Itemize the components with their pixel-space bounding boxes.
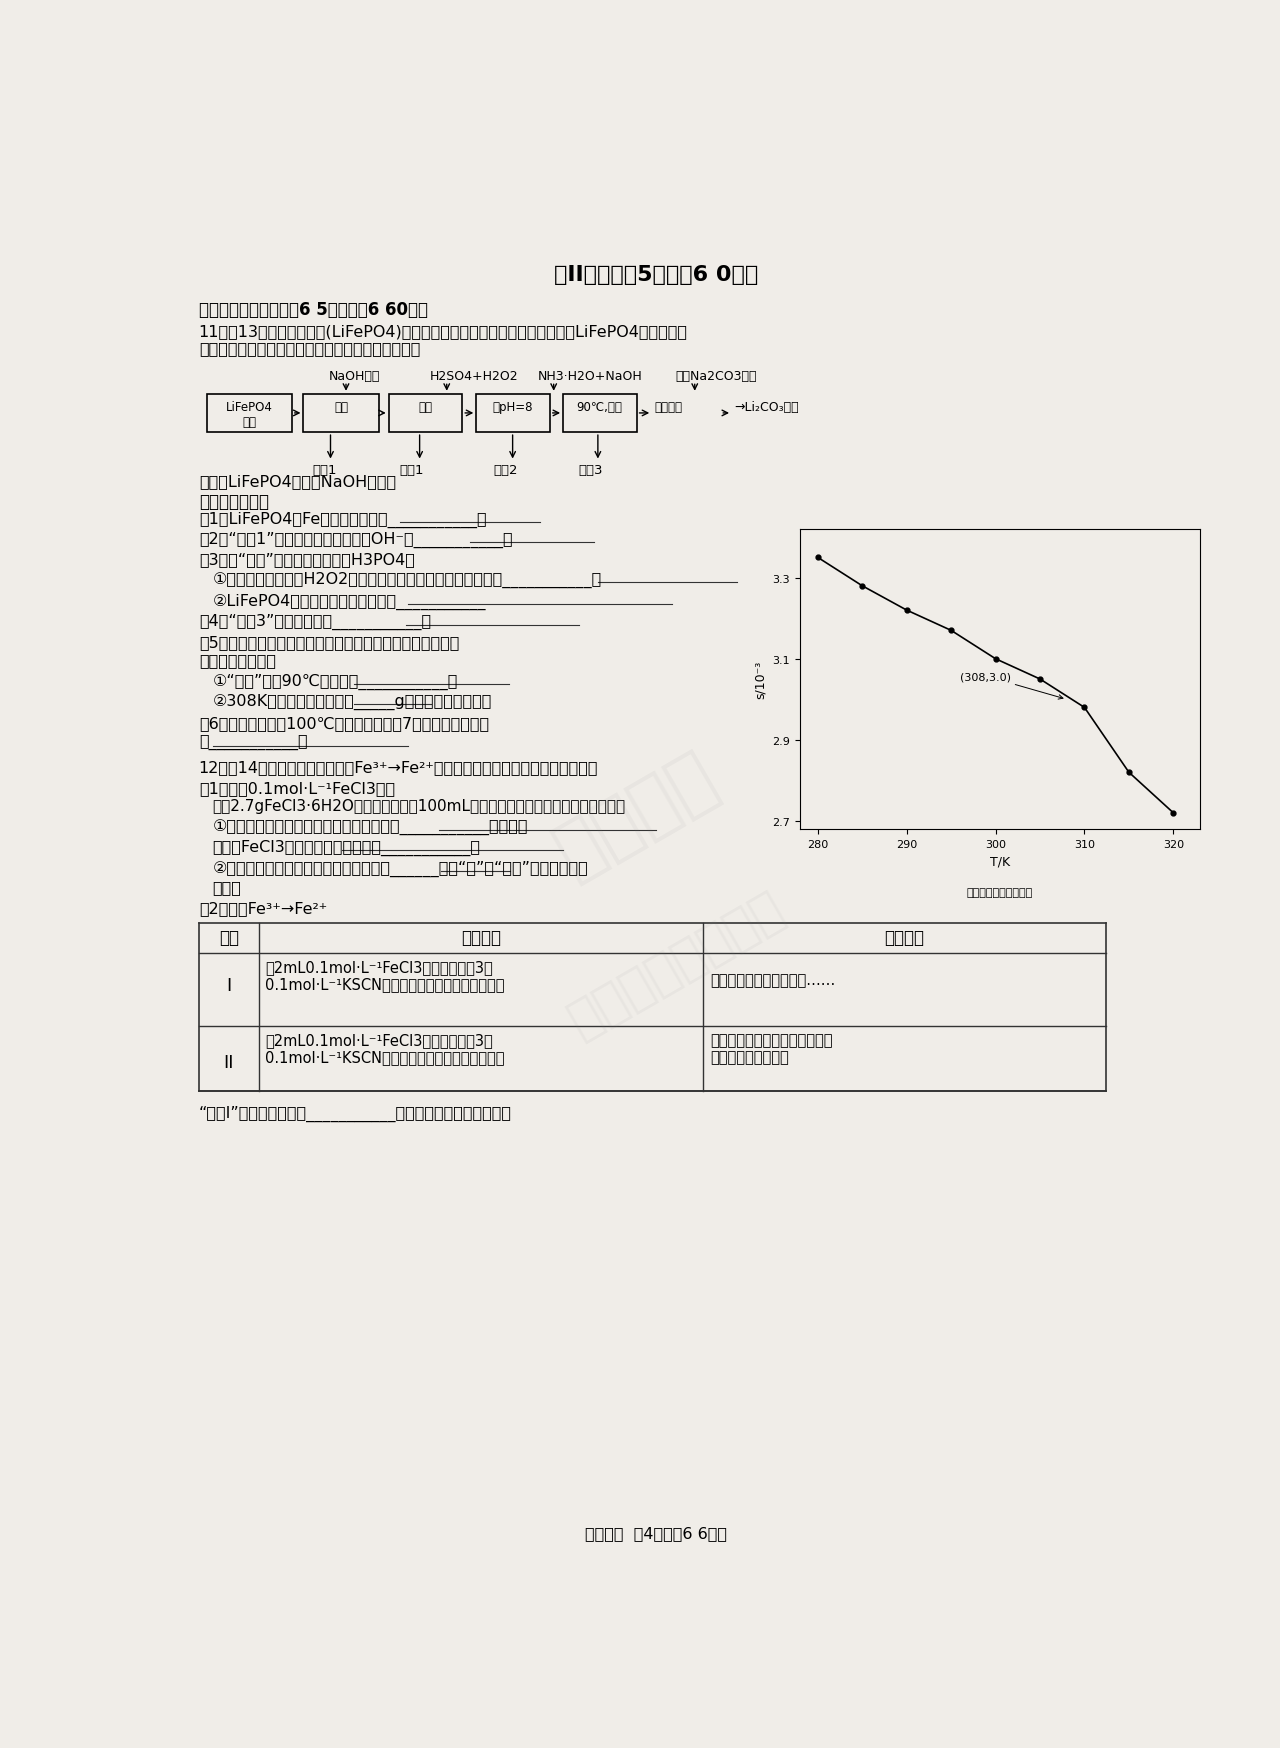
Text: 回答下列问题：: 回答下列问题： [198,493,269,510]
Text: 滤液1: 滤液1 [399,463,424,477]
Text: （1）配制0.1mol·L⁻¹FeCl3溶液: （1）配制0.1mol·L⁻¹FeCl3溶液 [198,781,394,795]
Text: 11．（13分）磷酸亚铁锂(LiFePO4)常用作为锂离子电池的正极材料，利用旧LiFePO4废料（还含: 11．（13分）磷酸亚铁锂(LiFePO4)常用作为锂离子电池的正极材料，利用旧… [198,323,687,339]
Text: 系列操作: 系列操作 [654,400,682,414]
Text: （3）在“酸浸”中，磷元素转化为H3PO4。: （3）在“酸浸”中，磷元素转化为H3PO4。 [198,552,415,566]
Text: 第II卷（包括5题，兲6 0分）: 第II卷（包括5题，兲6 0分） [554,266,758,285]
Text: 在2mL0.1mol·L⁻¹FeCl3溶液中，加入3滴: 在2mL0.1mol·L⁻¹FeCl3溶液中，加入3滴 [265,1033,493,1047]
Text: 溶液变为血红色，振荡后……: 溶液变为血红色，振荡后…… [710,972,836,988]
Text: 饱和Na2CO3溶液: 饱和Na2CO3溶液 [676,371,756,383]
Text: LiFePO4
废料: LiFePO4 废料 [225,400,273,428]
Text: 碱浸: 碱浸 [334,400,348,414]
Text: 滤液3: 滤液3 [579,463,603,477]
Text: 序号: 序号 [219,928,239,946]
Text: ②308K时，碳酸锂溶解度为_____g（列出数学计算式）: ②308K时，碳酸锂溶解度为_____g（列出数学计算式） [212,692,492,710]
Bar [476,395,550,434]
Text: 实验现象: 实验现象 [884,928,924,946]
Text: 高三化学最新试料: 高三化学最新试料 [559,883,792,1044]
Text: ②配制溶液时没有使用容量瓶，所得溶液______（填“能”或“不能”）满足本实验: ②配制溶液时没有使用容量瓶，所得溶液______（填“能”或“不能”）满足本实验 [212,860,589,876]
Text: 实验步骤: 实验步骤 [461,928,500,946]
Bar [563,395,636,434]
Text: 滤液1: 滤液1 [312,463,337,477]
Text: 要求。: 要求。 [212,879,242,895]
Text: →Li₂CO₃固体: →Li₂CO₃固体 [735,400,799,414]
Text: （2）“滤液1”含有的阴离子主要有：OH⁻、___________；: （2）“滤液1”含有的阴离子主要有：OH⁻、___________； [198,531,512,547]
Text: (308,3.0): (308,3.0) [960,671,1062,699]
Text: 高考车道: 高考车道 [544,743,728,888]
Text: （1）LiFePO4中Fe元素的化合价为___________；: （1）LiFePO4中Fe元素的化合价为___________； [198,512,486,528]
Text: 曲线如右图所示。: 曲线如右图所示。 [198,654,275,668]
Text: （5）碳酸锂溶解度（用溶液中溶质的质量的量分数，表示）: （5）碳酸锂溶解度（用溶液中溶质的质量的量分数，表示） [198,635,460,650]
Text: NaOH溶液: NaOH溶液 [329,371,380,383]
Bar [303,395,379,434]
Text: 得黄色FeCl3溶液，改进配制方法是___________。: 得黄色FeCl3溶液，改进配制方法是___________。 [212,839,481,855]
Text: ①配制的溶液不是黄色而显红褐色，原因是___________；若要获: ①配制的溶液不是黄色而显红褐色，原因是___________；若要获 [212,820,529,836]
Text: 称取2.7gFeCl3·6H2O晶体溶解在盛有100mL蒸馏水的烧杯中，搞拌均匀即可制得。: 称取2.7gFeCl3·6H2O晶体溶解在盛有100mL蒸馏水的烧杯中，搞拌均匀… [212,799,626,813]
Text: （4）“滤渖3”的主要成分是___________；: （4）“滤渖3”的主要成分是___________； [198,614,431,629]
Text: 锂、石墨等式分回收锂、铁等元素的工艺流程如下。: 锂、石墨等式分回收锂、铁等元素的工艺流程如下。 [198,341,420,355]
Text: 90℃,沉锂: 90℃,沉锂 [576,400,622,414]
Y-axis label: s/10⁻³: s/10⁻³ [754,661,767,699]
Text: 12．（14分）某同学实验室研究Fe³⁺→Fe²⁺时，进行了以下实验，回答有关问题。: 12．（14分）某同学实验室研究Fe³⁺→Fe²⁺时，进行了以下实验，回答有关问… [198,760,598,774]
Text: （2）探究Fe³⁺→Fe²⁺: （2）探究Fe³⁺→Fe²⁺ [198,900,326,916]
Text: I: I [227,975,232,995]
X-axis label: T/K: T/K [989,855,1010,867]
Text: 在2mL0.1mol·L⁻¹FeCl3溶液中，加入3滴: 在2mL0.1mol·L⁻¹FeCl3溶液中，加入3滴 [265,960,493,974]
Bar [206,395,292,434]
Text: ①“沉锂”采用90℃的优点有___________；: ①“沉锂”采用90℃的优点有___________； [212,673,458,689]
Text: 是___________。: 是___________。 [198,734,307,750]
Text: 碳酸锂在水中的溶解度: 碳酸锂在水中的溶解度 [966,888,1033,897]
Text: II: II [224,1054,234,1072]
Text: ②LiFePO4发生反应的离子方程式为___________: ②LiFePO4发生反应的离子方程式为___________ [212,593,486,610]
Text: 0.1mol·L⁻¹KSCN溶液，再加入足量铁粉，振荡。: 0.1mol·L⁻¹KSCN溶液，再加入足量铁粉，振荡。 [265,975,504,991]
Text: 酸浸: 酸浸 [419,400,433,414]
Text: NH3·H2O+NaOH: NH3·H2O+NaOH [538,371,643,383]
Text: “实验I”振荡后的现象是___________；用离子方程式解释该现象: “实验I”振荡后的现象是___________；用离子方程式解释该现象 [198,1105,512,1120]
Text: （6）沉锂温度达到100℃时，碳酸锂沉淡7下降，可能的原因: （6）沉锂温度达到100℃时，碳酸锂沉淡7下降，可能的原因 [198,717,489,731]
Text: 调pH=8: 调pH=8 [493,400,532,414]
Text: H2SO4+H2O2: H2SO4+H2O2 [430,371,518,383]
Bar [389,395,462,434]
Text: 0.1mol·L⁻¹KSCN溶液，再加入足量铜粉，振荡。: 0.1mol·L⁻¹KSCN溶液，再加入足量铜粉，振荡。 [265,1049,504,1065]
Text: 溶液变为血红色，振荡后红色褐: 溶液变为血红色，振荡后红色褐 [710,1033,833,1047]
Text: 高三化学  第4页（兲6 6页）: 高三化学 第4页（兲6 6页） [585,1526,727,1540]
Text: 二、非选择题：本题兲6 5小题，兲6 60分。: 二、非选择题：本题兲6 5小题，兲6 60分。 [198,301,428,318]
Text: 滤液2: 滤液2 [493,463,517,477]
Text: 已知：LiFePO4不溶于NaOH溶液。: 已知：LiFePO4不溶于NaOH溶液。 [198,474,396,489]
Text: 去，产生白色沉淡。: 去，产生白色沉淡。 [710,1049,788,1065]
Text: ①实际操作时，所加H2O2的量要比理论计算値多，可能原因是___________；: ①实际操作时，所加H2O2的量要比理论计算値多，可能原因是___________… [212,572,602,587]
